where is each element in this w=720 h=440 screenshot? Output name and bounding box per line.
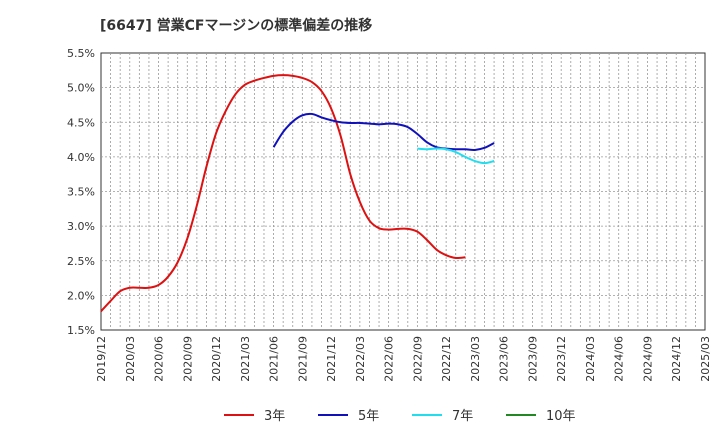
x-tick-label: 2021/09	[296, 336, 309, 382]
x-tick-label: 2023/06	[498, 336, 511, 382]
x-tick-label: 2024/12	[670, 336, 683, 382]
x-tick-label: 2022/03	[354, 336, 367, 382]
x-tick-label: 2023/03	[469, 336, 482, 382]
x-tick-label: 2021/03	[239, 336, 252, 382]
legend: 3年 5年 7年 10年	[224, 409, 576, 424]
x-tick-label: 2024/03	[584, 336, 597, 382]
y-tick-label: 5.5%	[67, 47, 95, 60]
x-tick-label: 2023/09	[526, 336, 539, 382]
x-tick-label: 2023/12	[555, 336, 568, 382]
x-tick-label: 2020/12	[210, 336, 223, 382]
x-tick-label: 2022/12	[440, 336, 453, 382]
y-tick-label: 4.0%	[67, 151, 95, 164]
y-tick-label: 3.0%	[67, 220, 95, 233]
grid-lines	[101, 53, 705, 330]
y-tick-label: 1.5%	[67, 324, 95, 337]
x-tick-label: 2021/12	[325, 336, 338, 382]
series-line-2	[417, 147, 495, 165]
y-tick-label: 5.0%	[67, 82, 95, 95]
y-tick-label: 2.0%	[67, 289, 95, 302]
x-tick-label: 2019/12	[95, 336, 108, 382]
x-tick-label: 2021/06	[268, 336, 281, 382]
x-tick-label: 2022/06	[383, 336, 396, 382]
series-lines	[100, 74, 495, 312]
legend-label-1: 5年	[358, 409, 379, 424]
x-tick-label: 2024/09	[641, 336, 654, 382]
x-tick-label: 2020/06	[153, 336, 166, 382]
x-tick-label: 2025/03	[699, 336, 712, 382]
legend-label-0: 3年	[264, 409, 285, 424]
y-tick-label: 2.5%	[67, 255, 95, 268]
x-tick-label: 2020/09	[181, 336, 194, 382]
x-tick-label: 2020/03	[124, 336, 137, 382]
chart-title: [6647] 営業CFマージンの標準偏差の推移	[100, 17, 372, 34]
series-line-0	[100, 74, 466, 312]
x-tick-label: 2024/06	[613, 336, 626, 382]
y-tick-label: 4.5%	[67, 116, 95, 129]
x-axis: 2019/12 2020/03 2020/06 2020/09 2020/12 2021/…	[95, 336, 712, 382]
legend-label-3: 10年	[546, 409, 576, 424]
y-axis: 1.5% 2.0% 2.5% 3.0% 3.5% 4.0% 4.5% 5.0% 5.5%	[67, 47, 95, 337]
y-tick-label: 3.5%	[67, 186, 95, 199]
x-tick-label: 2022/09	[411, 336, 424, 382]
legend-label-2: 7年	[452, 409, 473, 424]
series-line-1	[272, 112, 495, 151]
